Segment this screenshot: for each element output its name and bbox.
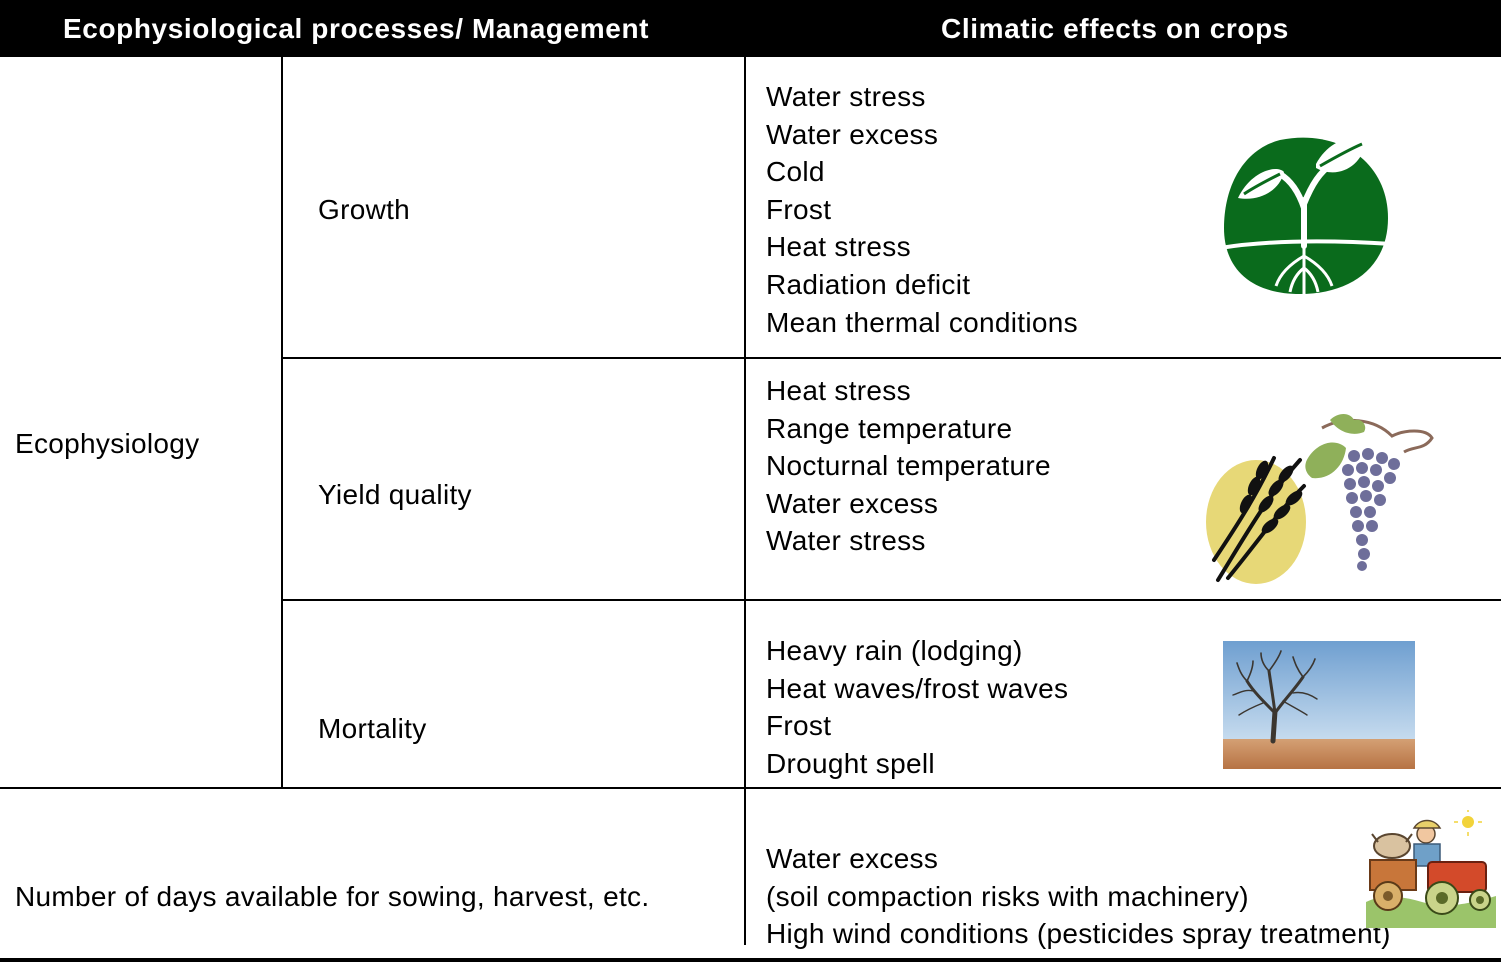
yield-quality-effects-list: Heat stress Range temperature Nocturnal … — [766, 376, 1051, 564]
effect-item: Heavy rain (lodging) — [766, 635, 1023, 666]
effect-item: Heat stress — [766, 375, 911, 406]
row-label-growth: Growth — [318, 194, 411, 225]
table-bottom-rule — [0, 958, 1501, 962]
divider-growth-yield — [281, 357, 1501, 359]
effect-item: Range temperature — [766, 412, 1013, 444]
category-ecophysiology: Ecophysiology — [15, 428, 200, 459]
table-header — [0, 0, 1501, 57]
effect-item: Water stress — [766, 525, 926, 557]
row-label-management: Number of days available for sowing, har… — [15, 881, 650, 912]
divider-ecophysiology-management — [0, 787, 1501, 789]
seedling-icon — [1220, 137, 1392, 294]
growth-effects-list: Water stress Water excess Cold Frost Hea… — [766, 82, 1078, 345]
effect-item: Heat waves/frost waves — [766, 672, 1069, 704]
effect-item: Frost — [766, 193, 832, 225]
effect-item: Drought spell — [766, 747, 935, 779]
effect-item: High wind conditions (pesticides spray t… — [766, 918, 1391, 950]
dead-tree-photo — [1223, 641, 1415, 769]
header-processes: Ecophysiological processes/ Management — [63, 13, 650, 44]
effect-item: Heat stress — [766, 231, 911, 263]
divider-sub-column — [281, 57, 283, 789]
effect-item: (soil compaction risks with machinery) — [766, 880, 1249, 912]
row-label-mortality: Mortality — [318, 713, 427, 744]
header-climatic-effects: Climatic effects on crops — [941, 13, 1289, 44]
farmer-tractor-illustration — [1366, 810, 1496, 928]
mortality-effects-list: Heavy rain (lodging) Heat waves/frost wa… — [766, 636, 1068, 786]
effect-item: Mean thermal conditions — [766, 306, 1078, 338]
effect-item: Frost — [766, 710, 832, 742]
divider-yield-mortality — [281, 599, 1501, 601]
effect-item: Cold — [766, 156, 825, 188]
management-effects-list: Water excess (soil compaction risks with… — [766, 844, 1391, 957]
effect-item: Water excess — [766, 487, 939, 519]
wheat-and-grapes-icon — [1206, 414, 1434, 584]
effect-item: Water stress — [766, 81, 926, 112]
effect-item: Water excess — [766, 118, 939, 150]
effect-item: Nocturnal temperature — [766, 450, 1051, 482]
divider-effects-column — [744, 57, 746, 945]
effect-item: Radiation deficit — [766, 268, 971, 300]
effect-item: Water excess — [766, 843, 939, 874]
row-label-yield-quality: Yield quality — [318, 479, 472, 510]
